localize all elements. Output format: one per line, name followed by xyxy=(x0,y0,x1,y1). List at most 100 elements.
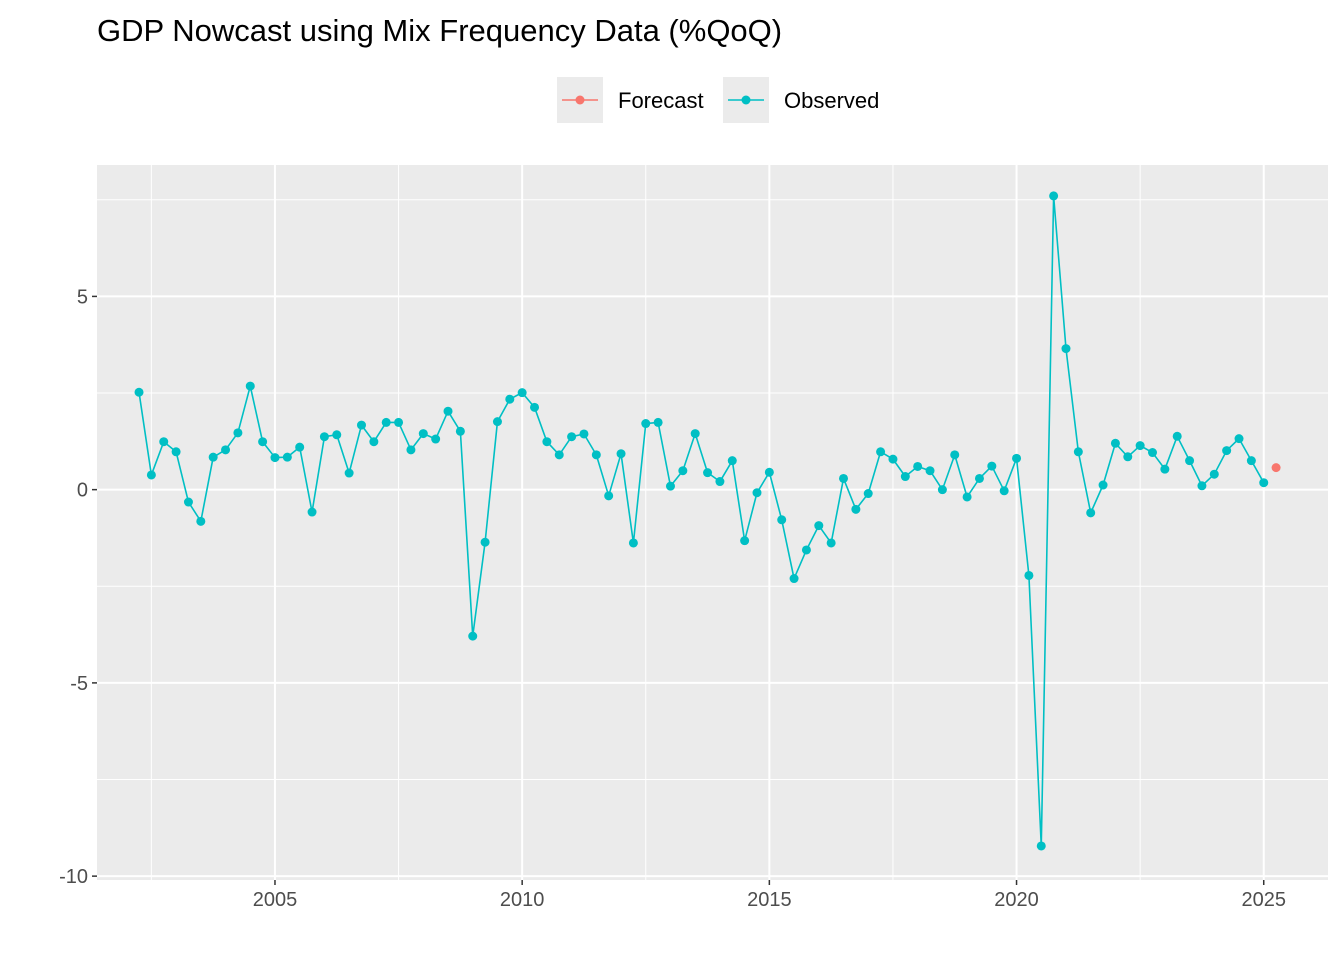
observed-data-point xyxy=(1049,191,1059,201)
observed-data-point xyxy=(863,489,873,499)
observed-data-point xyxy=(876,447,886,457)
observed-data-point xyxy=(579,429,589,439)
observed-data-point xyxy=(752,488,762,498)
observed-data-point xyxy=(1061,344,1071,354)
forecast-data-point xyxy=(1271,463,1281,473)
observed-data-point xyxy=(443,406,453,416)
observed-data-point xyxy=(258,437,268,447)
observed-data-point xyxy=(418,429,428,439)
legend-key-observed-point xyxy=(741,95,751,105)
observed-data-point xyxy=(233,428,243,438)
y-axis: 5 0 -5 -10 xyxy=(59,286,97,888)
observed-data-point xyxy=(505,394,515,404)
observed-data-point xyxy=(925,466,935,476)
observed-data-point xyxy=(369,437,379,447)
observed-data-point xyxy=(221,445,231,455)
observed-data-point xyxy=(764,467,774,477)
observed-data-point xyxy=(1148,448,1157,458)
x-tick-label: 2005 xyxy=(253,889,298,911)
observed-data-point xyxy=(406,445,416,455)
observed-data-point xyxy=(381,417,391,427)
observed-data-point xyxy=(839,473,849,483)
observed-data-point xyxy=(1160,464,1170,474)
observed-data-point xyxy=(480,537,490,547)
observed-data-point xyxy=(307,507,317,517)
observed-data-point xyxy=(826,538,836,548)
observed-data-point xyxy=(394,417,404,427)
observed-data-point xyxy=(134,387,144,397)
legend: Forecast Observed xyxy=(557,77,879,123)
y-tick-label: -5 xyxy=(70,673,88,695)
observed-data-point xyxy=(641,419,651,429)
observed-data-point xyxy=(950,450,960,460)
x-tick-label: 2015 xyxy=(747,889,792,911)
observed-data-point xyxy=(900,472,910,482)
observed-data-point xyxy=(814,521,824,531)
observed-data-point xyxy=(974,473,984,483)
observed-data-point xyxy=(1098,480,1108,490)
observed-data-point xyxy=(851,504,861,514)
observed-data-point xyxy=(937,485,947,495)
observed-data-point xyxy=(1086,508,1096,518)
observed-data-point xyxy=(1123,452,1133,462)
observed-data-point xyxy=(591,450,601,460)
observed-data-point xyxy=(604,491,614,501)
observed-data-point xyxy=(295,442,305,452)
observed-data-point xyxy=(715,477,725,487)
y-tick-label: 5 xyxy=(77,286,88,308)
observed-data-point xyxy=(1185,456,1195,466)
observed-data-point xyxy=(183,497,193,507)
observed-data-point xyxy=(196,516,206,526)
observed-data-point xyxy=(468,631,478,641)
x-tick-label: 2010 xyxy=(500,889,545,911)
observed-data-point xyxy=(789,574,799,584)
observed-data-point xyxy=(270,453,280,463)
observed-data-point xyxy=(455,426,465,436)
observed-data-point xyxy=(913,461,923,471)
observed-data-point xyxy=(567,432,577,442)
grid-major xyxy=(97,165,1328,880)
observed-data-point xyxy=(344,468,354,478)
observed-data-point xyxy=(616,449,626,459)
observed-data-point xyxy=(665,481,675,491)
x-tick-label: 2020 xyxy=(994,889,1039,911)
legend-label-observed: Observed xyxy=(784,88,879,113)
observed-data-point xyxy=(554,450,564,460)
observed-data-point xyxy=(690,429,700,439)
observed-data-point xyxy=(1197,481,1207,491)
y-tick-label: -10 xyxy=(59,866,88,888)
x-tick-label: 2025 xyxy=(1241,889,1286,911)
plot-panel xyxy=(97,165,1328,880)
observed-data-point xyxy=(1073,447,1083,457)
observed-data-point xyxy=(245,381,255,391)
observed-data-point xyxy=(492,417,502,427)
observed-data-point xyxy=(801,545,811,555)
observed-data-point xyxy=(1234,434,1244,444)
observed-data-point xyxy=(431,434,441,444)
observed-data-point xyxy=(332,430,342,440)
y-tick-label: 0 xyxy=(77,480,88,502)
grid-minor xyxy=(97,165,1328,880)
series-layer xyxy=(134,191,1281,851)
observed-data-point xyxy=(1172,431,1182,441)
observed-data-point xyxy=(1222,446,1232,456)
observed-data-point xyxy=(1036,841,1046,851)
observed-data-point xyxy=(282,452,292,462)
observed-data-point xyxy=(542,437,552,447)
legend-label-forecast: Forecast xyxy=(618,88,704,113)
observed-data-point xyxy=(356,420,366,430)
observed-data-point xyxy=(1209,469,1219,479)
observed-data-point xyxy=(1135,441,1145,451)
observed-data-point xyxy=(962,492,972,502)
observed-data-point xyxy=(628,538,638,548)
observed-data-point xyxy=(678,466,688,476)
observed-data-point xyxy=(159,437,169,447)
observed-data-point xyxy=(146,470,156,480)
observed-data-point xyxy=(1110,438,1120,448)
x-axis: 2005 2010 2015 2020 2025 xyxy=(253,880,1286,911)
observed-data-point xyxy=(517,388,527,398)
legend-key-forecast-point xyxy=(575,95,585,105)
observed-data-point xyxy=(653,417,663,427)
observed-data-point xyxy=(208,452,218,462)
